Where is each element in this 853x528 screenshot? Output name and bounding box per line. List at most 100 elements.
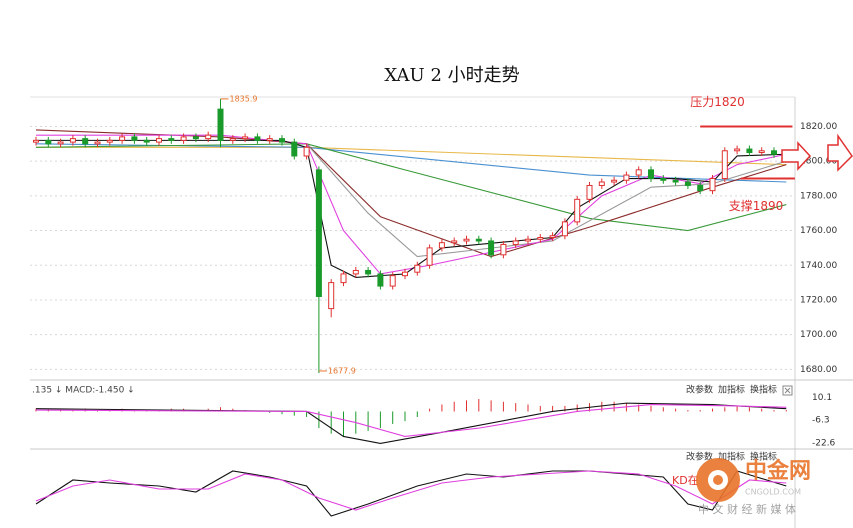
- line: [35, 143, 787, 232]
- candle-body: [156, 138, 162, 143]
- candle-body: [291, 141, 298, 157]
- candle-body: [611, 179, 618, 183]
- candle-body: [192, 136, 199, 140]
- y-tick-label: 1720.00: [800, 295, 837, 305]
- candle-body: [463, 238, 470, 242]
- candle-body: [94, 141, 101, 145]
- candle-body: [426, 247, 433, 266]
- y-tick-label: 10.1: [812, 393, 832, 403]
- indicator-header: KD在: [672, 474, 699, 487]
- candle-body: [771, 150, 777, 155]
- candle-body: [365, 269, 372, 275]
- y-tick-label: 1760.00: [800, 226, 837, 236]
- close-icon[interactable]: [782, 385, 793, 396]
- y-tick-label: 1740.00: [800, 261, 837, 271]
- watermark-site: CNGOLD.COM: [745, 488, 801, 497]
- y-tick-label: -22.6: [812, 438, 836, 448]
- arrows: [781, 133, 853, 172]
- watermark: 中金网 CNGOLD.COM 中 文 财 经 新 媒 体: [696, 458, 811, 516]
- candle-body: [242, 136, 249, 140]
- candle-body: [672, 179, 679, 183]
- candle-body: [414, 264, 421, 273]
- candle-body: [697, 184, 704, 192]
- candle-body: [69, 138, 76, 143]
- candle-body: [45, 139, 52, 145]
- indicator-button: 换指标: [750, 451, 777, 463]
- level-label: 压力1820: [690, 95, 745, 109]
- candle-body: [623, 174, 630, 181]
- candle-body: [758, 150, 765, 154]
- candle-body: [684, 181, 691, 186]
- indicator-button: 加指标: [718, 384, 745, 396]
- annotation: 1677.9: [328, 366, 356, 375]
- line: [36, 146, 787, 166]
- candle-body: [500, 243, 507, 256]
- candle-body: [512, 240, 519, 245]
- candle-body: [475, 238, 482, 242]
- line: [35, 143, 787, 183]
- watermark-slogan: 中 文 财 经 新 媒 体: [698, 502, 796, 516]
- annotation: 1835.9: [230, 94, 258, 103]
- candle-body: [635, 169, 642, 176]
- indicator-button: 改参数: [686, 451, 713, 463]
- candle-body: [266, 138, 273, 141]
- candle-body: [525, 238, 531, 242]
- line: [36, 139, 787, 278]
- candle-body: [131, 136, 138, 141]
- candle-body: [33, 139, 39, 143]
- candle-body: [217, 108, 224, 141]
- candle-body: [303, 146, 310, 157]
- candle-body: [328, 282, 335, 310]
- candle-body: [451, 240, 458, 244]
- candle-body: [537, 237, 544, 240]
- line: [35, 470, 787, 511]
- candle-body: [389, 275, 396, 287]
- y-tick-label: 1700.00: [800, 330, 837, 340]
- candle-body: [561, 221, 568, 237]
- candle-body: [549, 235, 556, 238]
- level-label: 支撑1890: [729, 198, 784, 213]
- candle-body: [352, 269, 359, 275]
- candle-body: [586, 184, 593, 200]
- close-icon[interactable]: [784, 387, 791, 394]
- y-tick-label: -6.3: [812, 416, 830, 426]
- candle-body: [279, 138, 285, 143]
- y-tick-label: 1820.00: [800, 122, 837, 132]
- candle-body: [660, 178, 667, 181]
- candle-body: [488, 240, 495, 256]
- candle-body: [746, 148, 753, 154]
- candle-body: [205, 134, 212, 140]
- line: [35, 129, 787, 258]
- indicator-button: 换指标: [750, 384, 777, 396]
- candle-body: [254, 136, 261, 141]
- chart-title: XAU 2 小时走势: [384, 65, 519, 86]
- watermark-logo: [713, 475, 723, 485]
- candle-body: [438, 242, 445, 249]
- y-tick-label: 1780.00: [800, 191, 837, 201]
- candle-body: [574, 198, 581, 223]
- arrow-icon: [781, 141, 812, 171]
- candle-body: [106, 139, 113, 143]
- candle-body: [143, 139, 150, 143]
- candle-body: [82, 138, 89, 145]
- indicator-header: .135 ↓ MACD:-1.450 ↓: [32, 386, 135, 396]
- candle-body: [229, 138, 236, 141]
- line: [36, 134, 787, 275]
- candle-body: [709, 178, 716, 192]
- candle-body: [402, 271, 408, 277]
- candle-body: [119, 136, 126, 141]
- marks: 1680.00 1700.00 1720.00 1740.00 1760.00 1780.…: [30, 94, 837, 517]
- candle-body: [598, 181, 605, 186]
- line: [35, 403, 787, 438]
- candle-body: [648, 169, 654, 180]
- candle-body: [57, 141, 64, 145]
- candle-body: [340, 273, 347, 284]
- arrow-icon: [827, 133, 853, 172]
- candle-body: [721, 150, 728, 180]
- line: [35, 402, 787, 444]
- y-tick-label: 1800.00: [800, 157, 837, 167]
- candle-body: [315, 169, 322, 297]
- candle-body: [180, 136, 187, 141]
- indicator-button: 改参数: [686, 384, 713, 396]
